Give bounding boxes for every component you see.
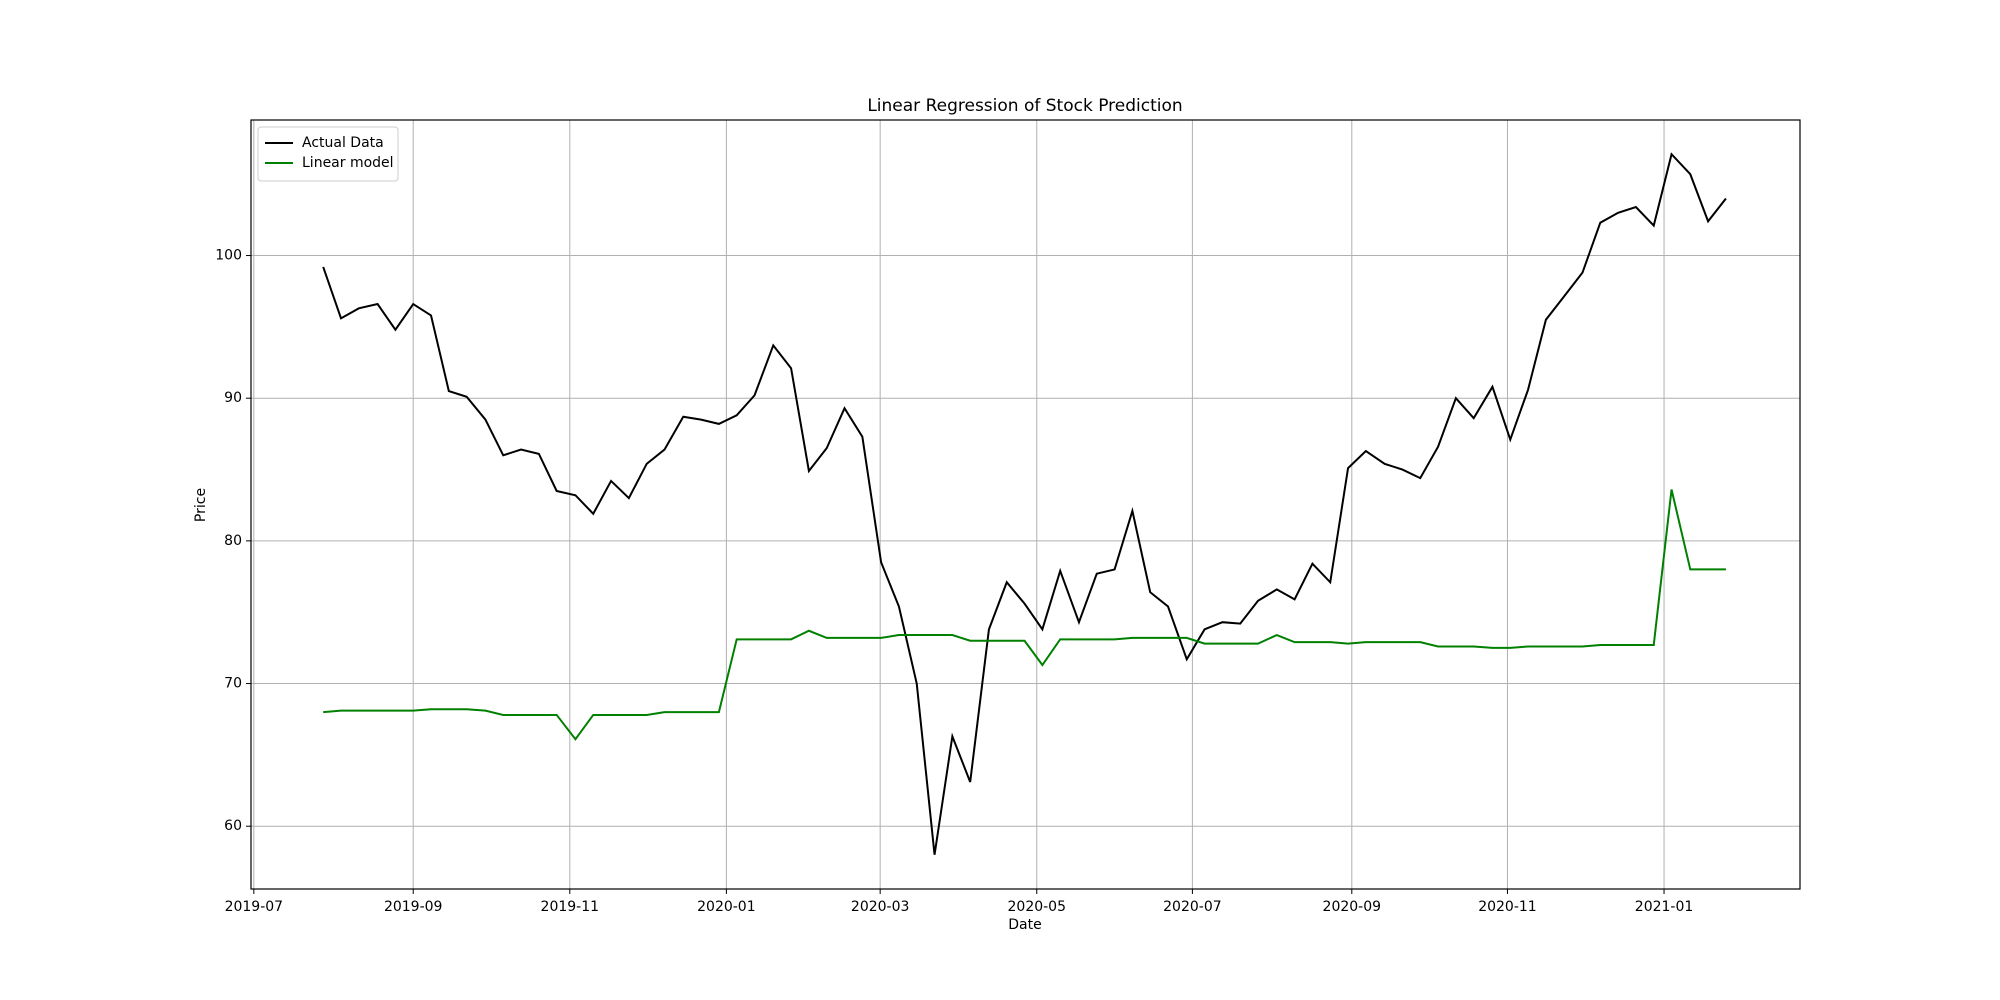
x-tick-label: 2020-01 <box>697 899 756 915</box>
x-tick-label: 2020-05 <box>1008 899 1067 915</box>
x-tick-label: 2020-11 <box>1478 899 1537 915</box>
x-tick-label: 2020-03 <box>851 899 910 915</box>
x-tick-label: 2019-09 <box>384 899 443 915</box>
y-tick-label: 80 <box>224 533 242 549</box>
y-tick-label: 100 <box>215 248 242 264</box>
x-tick-label: 2019-11 <box>541 899 600 915</box>
y-tick-label: 60 <box>224 818 242 834</box>
x-tick-label: 2021-01 <box>1635 899 1694 915</box>
data-line <box>322 152 1727 855</box>
legend-label: Actual Data <box>302 135 384 151</box>
y-tick-label: 70 <box>224 676 242 692</box>
data-line <box>323 489 1726 741</box>
chart-title: Linear Regression of Stock Prediction <box>867 96 1182 116</box>
x-tick-label: 2019-07 <box>225 899 284 915</box>
legend-box <box>257 126 399 182</box>
x-axis-label: Date <box>1008 917 1041 933</box>
y-tick-label: 90 <box>224 390 242 406</box>
axes-frame <box>250 119 1801 890</box>
x-tick-label: 2020-07 <box>1163 899 1222 915</box>
legend-label: Linear model <box>302 155 394 171</box>
y-axis-label: Price <box>193 488 209 522</box>
x-tick-label: 2020-09 <box>1323 899 1382 915</box>
